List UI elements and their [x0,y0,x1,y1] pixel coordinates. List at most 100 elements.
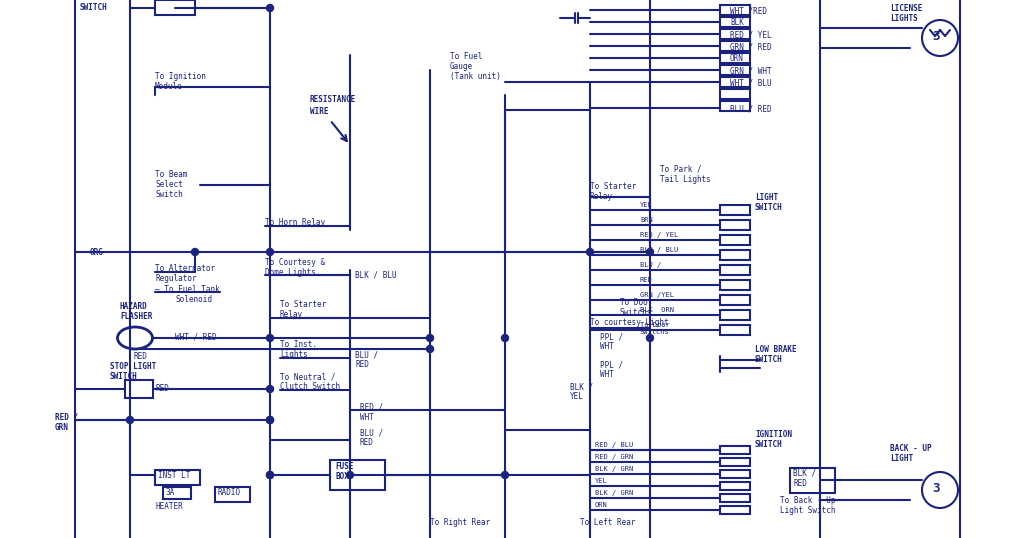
Circle shape [266,416,273,423]
Bar [720,65,750,75]
Text: RED: RED [640,277,652,283]
Text: (Tank unit): (Tank unit) [450,72,501,81]
Bar [155,0,195,15]
Text: To Door: To Door [620,298,652,307]
Text: YEL: YEL [640,202,652,208]
Bar [720,17,750,27]
Bar [720,5,750,15]
Text: To Starter: To Starter [590,182,636,191]
Circle shape [266,335,273,342]
Text: SWITCH: SWITCH [755,440,782,449]
Text: BLK / GRN: BLK / GRN [595,466,633,472]
Text: 3: 3 [932,482,939,495]
Text: BLU / RED: BLU / RED [730,104,772,113]
Circle shape [502,471,509,478]
Text: — To Fuel Tank: — To Fuel Tank [155,285,220,294]
Text: Switchs: Switchs [620,308,652,317]
Text: Relay: Relay [590,192,613,201]
Text: To Right Rear: To Right Rear [430,518,490,527]
Text: BLU /: BLU / [360,428,383,437]
Text: ORN: ORN [730,54,743,63]
Bar [720,265,750,275]
Text: BLK /: BLK / [570,382,593,391]
Bar [720,325,750,335]
Text: Clutch Switch: Clutch Switch [280,382,340,391]
Text: Gauge: Gauge [450,62,473,71]
Bar [720,77,750,87]
Text: Select: Select [155,180,182,189]
Text: To Fuel: To Fuel [450,52,482,61]
Text: WHT: WHT [360,413,374,422]
Text: SWITCH: SWITCH [80,3,108,12]
Text: SWITCH: SWITCH [110,372,138,381]
Text: BLK  ORN: BLK ORN [640,307,674,313]
Text: Solenoid: Solenoid [175,295,212,304]
Text: GRN /YEL: GRN /YEL [640,292,674,298]
Text: BRN: BRN [640,217,652,223]
Bar [720,295,750,305]
Text: YEL: YEL [595,478,608,484]
Text: ORN: ORN [595,502,608,508]
Text: RED /: RED / [55,413,78,422]
Bar [720,482,750,490]
Text: WHT / BLU: WHT / BLU [730,78,772,87]
Bar [720,506,750,514]
Circle shape [427,345,433,352]
Text: BLK: BLK [730,18,743,27]
Text: To Neutral /: To Neutral / [280,372,336,381]
Bar [720,235,750,245]
Text: 3A: 3A [165,488,174,497]
Text: BLU /: BLU / [640,262,662,268]
Text: WHT /RED: WHT /RED [730,6,767,15]
Text: BACK - UP: BACK - UP [890,444,932,453]
Text: BLK / BLU: BLK / BLU [640,247,678,253]
Text: RED: RED [360,438,374,447]
Bar [720,494,750,502]
Bar [720,250,750,260]
Text: To Back - Up: To Back - Up [780,496,836,505]
Circle shape [266,4,273,11]
Circle shape [191,249,199,256]
Text: RED / GRN: RED / GRN [595,454,633,460]
Text: RED: RED [793,479,807,488]
Text: Tail Lights: Tail Lights [660,175,711,184]
Text: SWITCH: SWITCH [755,355,782,364]
Text: LICENSE: LICENSE [890,4,923,13]
Circle shape [502,335,509,342]
Text: GRN / WHT: GRN / WHT [730,66,772,75]
Bar [720,205,750,215]
Circle shape [266,471,273,478]
Bar [720,41,750,51]
Text: HAZARD: HAZARD [120,302,147,311]
Bar [720,89,750,99]
Circle shape [427,335,433,342]
Text: BLK / BLU: BLK / BLU [355,270,396,279]
Text: BLK / GRN: BLK / GRN [595,490,633,496]
Bar [720,280,750,290]
Text: To Door
Switchs: To Door Switchs [640,322,670,335]
Text: To Courtesy &: To Courtesy & [265,258,326,267]
Text: RED / YEL: RED / YEL [640,232,678,238]
Text: To Alternator: To Alternator [155,264,215,273]
Text: LIGHT: LIGHT [890,454,913,463]
Text: YEL: YEL [570,392,584,401]
Text: Light Switch: Light Switch [780,506,836,515]
Bar [720,446,750,454]
Text: PPL /: PPL / [600,332,624,341]
Text: RED: RED [355,360,369,369]
Circle shape [266,416,273,423]
Text: RED: RED [155,384,169,393]
Text: WHT: WHT [600,370,613,379]
Bar [720,310,750,320]
Text: FUSE: FUSE [335,462,353,471]
Bar [163,487,191,499]
Text: RED /: RED / [360,403,383,412]
Text: To Park /: To Park / [660,165,701,174]
Text: LIGHT: LIGHT [755,193,778,202]
Text: FLASHER: FLASHER [120,312,153,321]
Text: 3: 3 [932,30,939,43]
Text: IGNITION: IGNITION [755,430,792,439]
Text: Dome Lights: Dome Lights [265,268,315,277]
Text: To Horn Relay: To Horn Relay [265,218,326,227]
Text: GRN / RED: GRN / RED [730,42,772,51]
